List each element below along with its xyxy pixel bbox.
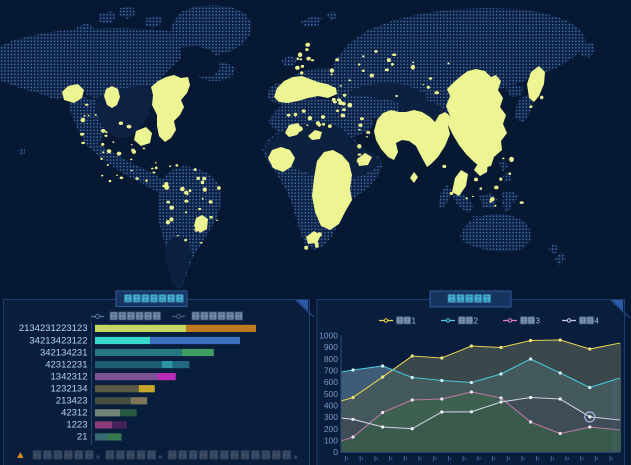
svg-text:0: 0 [333,447,338,457]
svg-text:2134231223123: 2134231223123 [19,323,88,334]
svg-text:400: 400 [324,401,338,411]
svg-text:800: 800 [324,354,338,364]
svg-text:1223: 1223 [66,420,87,431]
svg-text:1000: 1000 [319,330,338,340]
svg-text:100: 100 [324,436,338,446]
svg-text:2: 2 [474,317,479,326]
svg-text:213423: 213423 [56,396,88,407]
svg-text:1: 1 [412,317,417,326]
svg-text:600: 600 [324,377,338,387]
svg-text:500: 500 [324,389,338,399]
svg-text:300: 300 [324,412,338,422]
svg-text:900: 900 [324,342,338,352]
svg-text:42312: 42312 [61,408,87,419]
svg-text:42312231: 42312231 [45,359,87,370]
svg-text:1342312: 1342312 [51,371,88,382]
svg-text:700: 700 [324,365,338,375]
svg-text:3: 3 [536,317,541,326]
svg-text:200: 200 [324,424,338,434]
svg-text:4: 4 [595,317,600,326]
svg-text:34213423122: 34213423122 [29,335,87,346]
svg-text:1232134: 1232134 [51,384,88,395]
svg-text:342134231: 342134231 [40,347,88,358]
svg-text:21: 21 [77,432,88,443]
